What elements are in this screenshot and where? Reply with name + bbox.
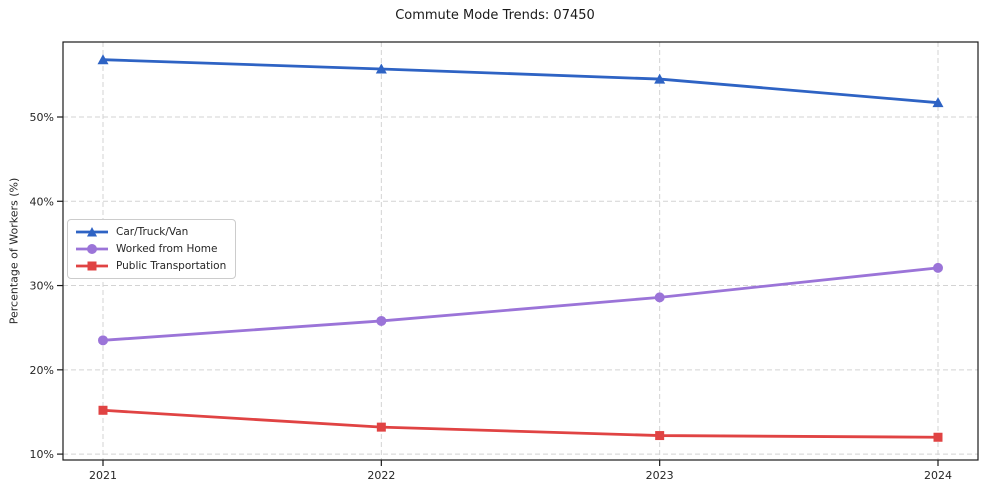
x-tick-label: 2022 [367,469,395,482]
legend-label: Public Transportation [116,260,227,272]
data-point-public-transportation [98,405,108,415]
y-tick-label: 10% [30,448,54,461]
legend-item-car-truck-van: Car/Truck/Van [75,225,226,239]
data-point-public-transportation [655,431,665,441]
y-tick-label: 40% [30,195,54,208]
data-point-car-truck-van [654,73,666,84]
legend-item-public-transportation: Public Transportation [75,259,226,273]
legend-swatch-square-icon [76,261,108,271]
plot-border [62,41,979,461]
series-line-public-transportation [101,408,940,439]
y-tick-label: 20% [30,364,54,377]
y-tick-label: 30% [30,280,54,293]
data-point-worked-from-home [654,292,665,303]
data-point-worked-from-home [933,262,943,273]
legend-item-worked-from-home: Worked from Home [75,242,226,256]
y-tick-label: 50% [30,111,54,124]
chart-title: Commute Mode Trends: 07450 [395,8,595,23]
series-line-car-truck-van [101,58,940,105]
data-point-car-truck-van [97,54,109,65]
legend-swatch-triangle-icon [76,227,108,237]
legend-label: Car/Truck/Van [116,226,189,238]
data-point-public-transportation [933,432,943,442]
data-point-public-transportation [376,422,386,432]
series-line-worked-from-home [101,266,940,342]
data-point-car-truck-van [375,63,387,74]
x-tick-label: 2021 [89,469,117,482]
legend-swatch-circle-icon [76,244,108,254]
x-tick-label: 2023 [646,469,674,482]
data-point-car-truck-van [932,97,944,108]
data-point-worked-from-home [376,315,387,326]
legend: Car/Truck/Van Worked from Home Public Tran… [67,219,237,279]
x-tick-label: 2024 [924,469,952,482]
data-point-worked-from-home [98,335,108,346]
legend-label: Worked from Home [116,243,218,255]
